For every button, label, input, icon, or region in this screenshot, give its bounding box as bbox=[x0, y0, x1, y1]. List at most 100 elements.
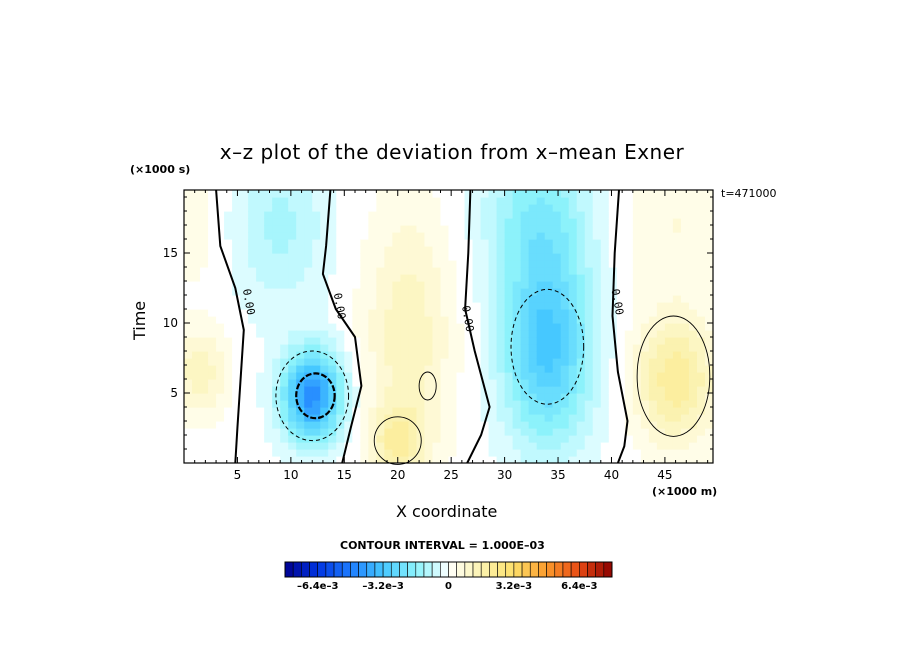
field-cell bbox=[248, 288, 257, 296]
field-cell bbox=[640, 211, 650, 219]
field-cell bbox=[208, 197, 217, 205]
field-cell bbox=[328, 239, 337, 247]
field-cell bbox=[488, 197, 498, 205]
field-cell bbox=[584, 267, 594, 275]
field-cell bbox=[688, 400, 698, 408]
field-cell bbox=[344, 344, 353, 352]
field-cell bbox=[576, 435, 586, 443]
field-cell bbox=[240, 421, 249, 429]
field-cell bbox=[200, 428, 209, 436]
field-cell bbox=[680, 197, 690, 205]
field-cell bbox=[216, 302, 225, 310]
field-cell bbox=[640, 253, 650, 261]
field-cell bbox=[272, 274, 281, 282]
field-cell bbox=[232, 274, 241, 282]
field-cell bbox=[400, 407, 410, 415]
field-cell bbox=[704, 232, 714, 240]
field-cell bbox=[552, 456, 562, 464]
field-cell bbox=[680, 190, 690, 198]
field-cell bbox=[360, 407, 369, 415]
field-cell bbox=[440, 267, 450, 275]
field-cell bbox=[672, 260, 682, 268]
field-cell bbox=[432, 323, 442, 331]
field-cell bbox=[432, 253, 442, 261]
field-cell bbox=[432, 442, 442, 450]
field-cell bbox=[192, 267, 201, 275]
field-cell bbox=[184, 358, 193, 366]
field-cell bbox=[672, 442, 682, 450]
field-cell bbox=[288, 393, 297, 401]
field-cell bbox=[424, 281, 434, 289]
field-cell bbox=[328, 260, 337, 268]
field-cell bbox=[392, 351, 402, 359]
field-cell bbox=[472, 414, 482, 422]
field-cell bbox=[232, 379, 241, 387]
field-cell bbox=[440, 225, 450, 233]
field-cell bbox=[640, 302, 650, 310]
field-cell bbox=[440, 253, 450, 261]
field-cell bbox=[656, 274, 666, 282]
field-cell bbox=[536, 267, 546, 275]
field-cell bbox=[592, 309, 602, 317]
field-cell bbox=[696, 232, 706, 240]
field-cell bbox=[544, 197, 554, 205]
field-cell bbox=[456, 414, 466, 422]
field-cell bbox=[208, 414, 217, 422]
field-cell bbox=[272, 358, 281, 366]
field-cell bbox=[704, 330, 714, 338]
field-cell bbox=[264, 323, 273, 331]
field-cell bbox=[496, 281, 506, 289]
field-cell bbox=[488, 288, 498, 296]
field-cell bbox=[360, 372, 369, 380]
field-cell bbox=[536, 246, 546, 254]
field-cell bbox=[504, 204, 514, 212]
field-cell bbox=[312, 197, 321, 205]
field-cell bbox=[656, 400, 666, 408]
field-cell bbox=[688, 211, 698, 219]
field-cell bbox=[504, 414, 514, 422]
field-cell bbox=[184, 302, 193, 310]
field-cell bbox=[528, 358, 538, 366]
field-cell bbox=[656, 358, 666, 366]
field-cell bbox=[440, 372, 450, 380]
field-cell bbox=[424, 246, 434, 254]
field-cell bbox=[656, 449, 666, 457]
field-cell bbox=[648, 456, 658, 464]
field-cell bbox=[640, 400, 650, 408]
field-cell bbox=[232, 218, 241, 226]
field-cell bbox=[184, 351, 193, 359]
field-cell bbox=[288, 211, 297, 219]
field-cell bbox=[208, 358, 217, 366]
field-cell bbox=[632, 253, 642, 261]
field-cell bbox=[360, 449, 369, 457]
field-cell bbox=[480, 414, 490, 422]
field-cell bbox=[600, 295, 610, 303]
field-cell bbox=[632, 330, 642, 338]
field-cell bbox=[360, 358, 369, 366]
field-cell bbox=[440, 246, 450, 254]
field-cell bbox=[368, 211, 377, 219]
field-cell bbox=[640, 316, 650, 324]
field-cell bbox=[208, 344, 217, 352]
field-cell bbox=[632, 204, 642, 212]
field-cell bbox=[640, 260, 650, 268]
field-cell bbox=[336, 211, 345, 219]
field-cell bbox=[600, 407, 610, 415]
field-cell bbox=[312, 428, 321, 436]
field-cell bbox=[584, 295, 594, 303]
field-cell bbox=[640, 323, 650, 331]
field-cell bbox=[352, 393, 361, 401]
field-cell bbox=[408, 393, 418, 401]
field-cell bbox=[256, 197, 265, 205]
field-cell bbox=[192, 449, 201, 457]
field-cell bbox=[288, 225, 297, 233]
field-cell bbox=[600, 365, 610, 373]
field-cell bbox=[624, 365, 634, 373]
field-cell bbox=[424, 400, 434, 408]
field-cell bbox=[208, 267, 217, 275]
field-cell bbox=[592, 323, 602, 331]
field-cell bbox=[664, 400, 674, 408]
field-cell bbox=[656, 337, 666, 345]
field-cell bbox=[344, 309, 353, 317]
field-cell bbox=[392, 428, 402, 436]
